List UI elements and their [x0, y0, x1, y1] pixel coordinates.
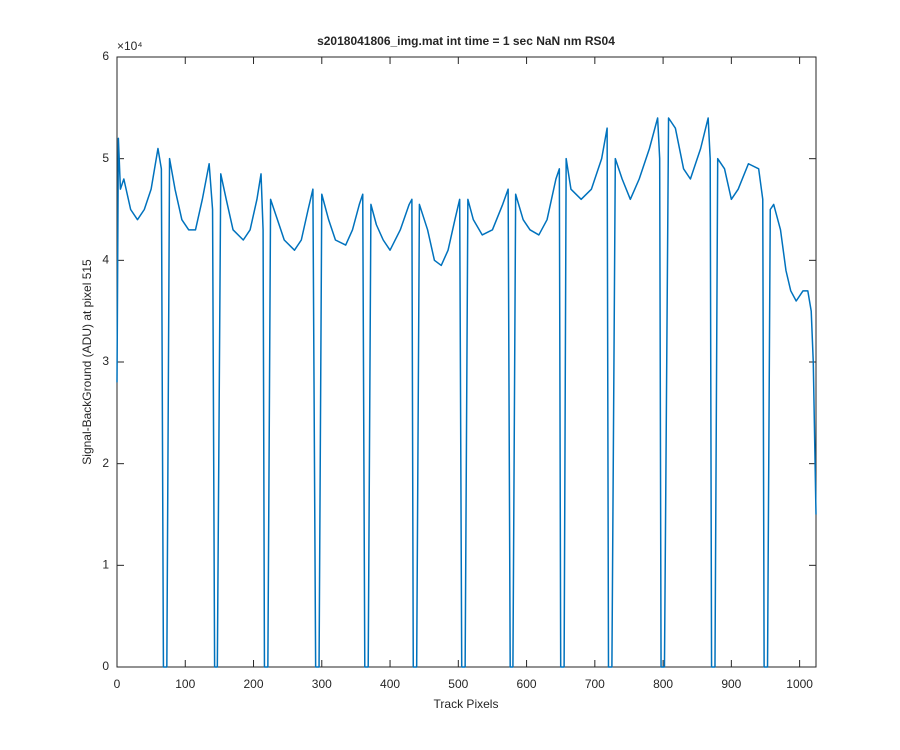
- y-tick-label: 3: [102, 354, 109, 368]
- x-tick-label: 700: [585, 677, 605, 691]
- chart-title: s2018041806_img.mat int time = 1 sec NaN…: [317, 34, 615, 48]
- x-tick-label: 200: [244, 677, 264, 691]
- x-tick-label: 900: [721, 677, 741, 691]
- y-axis-label: Signal-BackGround (ADU) at pixel 515: [80, 259, 94, 465]
- y-tick-label: 4: [102, 253, 109, 267]
- data-line: [116, 117, 817, 668]
- x-tick-label: 1000: [786, 677, 813, 691]
- y-tick-label: 5: [102, 151, 109, 165]
- x-tick-label: 800: [653, 677, 673, 691]
- x-axis-label: Track Pixels: [434, 697, 499, 711]
- x-tick-label: 100: [175, 677, 195, 691]
- x-tick-label: 400: [380, 677, 400, 691]
- x-tick-label: 0: [114, 677, 121, 691]
- x-tick-label: 300: [312, 677, 332, 691]
- y-tick-label: 0: [102, 659, 109, 673]
- x-tick-label: 600: [517, 677, 537, 691]
- y-multiplier: ×10⁴: [117, 39, 143, 53]
- y-tick-label: 6: [102, 49, 109, 63]
- x-tick-label: 500: [448, 677, 468, 691]
- y-tick-label: 1: [102, 558, 109, 572]
- y-tick-label: 2: [102, 456, 109, 470]
